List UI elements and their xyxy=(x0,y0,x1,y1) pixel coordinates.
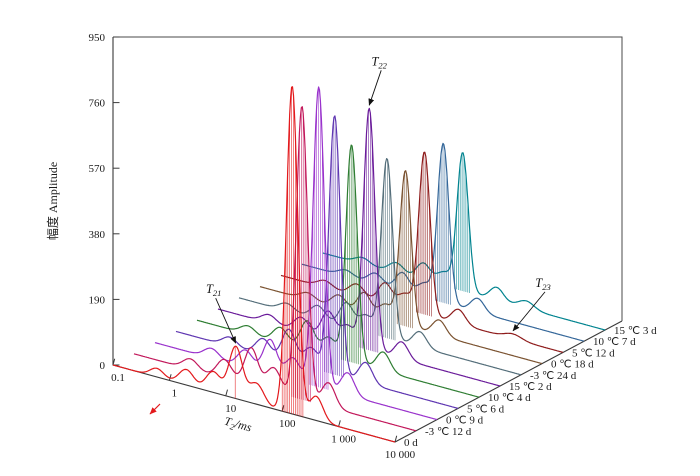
x-tick-label: 10 xyxy=(225,403,237,415)
x-tick-label: 100 xyxy=(279,418,296,430)
frame-front-edges xyxy=(112,37,623,443)
y-tick-label: 380 xyxy=(89,229,106,241)
series-line xyxy=(112,86,396,443)
annotation-label: T23 xyxy=(535,276,550,292)
x-axis-title: T2/ms xyxy=(222,414,253,437)
z-axis-label: 0 d xyxy=(404,437,418,449)
x-tick xyxy=(394,435,398,443)
y-tick-label: 190 xyxy=(89,294,106,306)
z-axis-label: 5 ℃ 6 d xyxy=(467,403,505,415)
x-tick xyxy=(112,358,116,366)
z-axis-label: 15 ℃ 3 d xyxy=(614,325,657,337)
z-axis-label: 10 ℃ 4 d xyxy=(488,392,531,404)
annotation-label: T22 xyxy=(371,54,387,70)
annotation-arrow xyxy=(512,291,546,332)
z-axis-label: 0 ℃ 18 d xyxy=(551,359,594,371)
x-tick-label: 1 xyxy=(172,387,178,399)
z-axis-label: 0 ℃ 9 d xyxy=(446,415,484,427)
x-tick xyxy=(225,389,228,396)
annotation-T23: T23 xyxy=(512,276,551,332)
series-curve: 5 ℃ 6 d xyxy=(175,115,505,415)
y-tick-label: 0 xyxy=(100,360,106,372)
y-tick-label: 950 xyxy=(89,32,106,44)
z-axis-label: 5 ℃ 12 d xyxy=(572,347,615,359)
z-axis-label: 15 ℃ 2 d xyxy=(509,381,552,393)
x-tick-label: 1 000 xyxy=(331,434,356,446)
annotation-label: T21 xyxy=(206,282,221,298)
y-tick-label: 760 xyxy=(89,98,106,110)
frame-back-edges xyxy=(113,36,623,321)
plot-frame: 0 190 380 570 760 950 幅度 Amplitude 0.1 1 10 100 1 0… xyxy=(45,32,623,461)
y-tick-label: 570 xyxy=(89,163,106,175)
y-axis-title: 幅度 Amplitude xyxy=(45,162,60,240)
series-line xyxy=(133,106,417,432)
x-tick-label: 0.1 xyxy=(111,372,125,384)
series-curve: -3 ℃ 12 d xyxy=(133,106,472,438)
series-curve: 0 ℃ 9 d xyxy=(154,86,484,427)
series-curve: 0 d xyxy=(112,86,418,449)
series-curve: 15 ℃ 3 d xyxy=(322,152,657,337)
x-tick xyxy=(338,420,341,427)
annotation-T21: T21 xyxy=(206,282,237,344)
z-axis-label: 10 ℃ 7 d xyxy=(593,336,636,348)
series-curve: 10 ℃ 7 d xyxy=(301,142,636,348)
annotation-arrow xyxy=(215,298,237,344)
x-tick-label: 10 000 xyxy=(385,449,416,461)
series-curve: 15 ℃ 2 d xyxy=(217,107,552,393)
annotation-arrow xyxy=(368,70,382,106)
annotation-T22: T22 xyxy=(368,54,388,106)
x-tick xyxy=(168,374,172,381)
red-pointer-mark xyxy=(149,403,161,415)
z-axis-label: -3 ℃ 12 d xyxy=(425,426,472,438)
z-axis-label: -3 ℃ 24 d xyxy=(530,370,577,382)
